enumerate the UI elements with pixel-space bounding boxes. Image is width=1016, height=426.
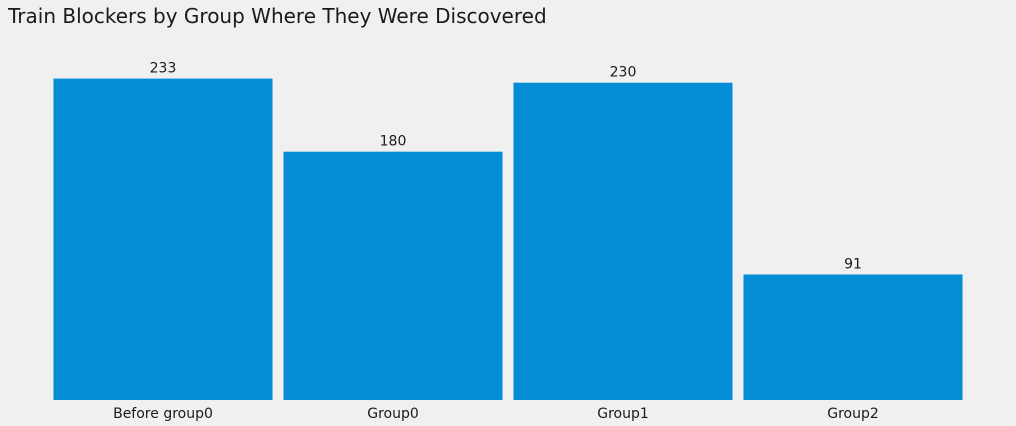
- chart-title: Train Blockers by Group Where They Were …: [8, 4, 547, 28]
- x-tick-label: Group2: [827, 406, 879, 422]
- bar-group2: [743, 274, 963, 400]
- data-label: 180: [380, 134, 407, 150]
- bar-before-group0: [53, 78, 273, 400]
- data-label: 91: [844, 257, 862, 273]
- bar-group0: [283, 151, 503, 400]
- bar-group1: [513, 82, 733, 400]
- data-label: 233: [150, 61, 177, 77]
- data-label: 230: [610, 65, 637, 81]
- x-tick-label: Group0: [367, 406, 419, 422]
- x-tick-label: Group1: [597, 406, 649, 422]
- x-tick-label: Before group0: [113, 406, 213, 422]
